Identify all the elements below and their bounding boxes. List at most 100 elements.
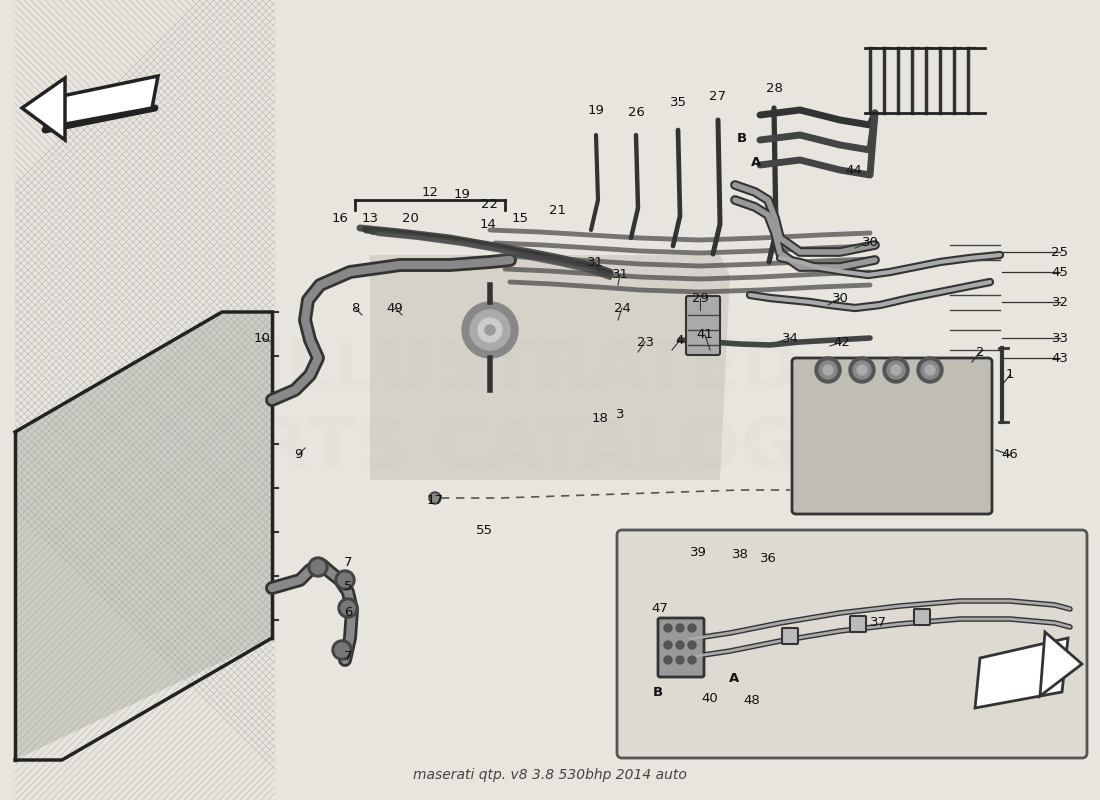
Text: 19: 19 — [587, 103, 604, 117]
Text: 48: 48 — [744, 694, 760, 706]
Text: 30: 30 — [832, 291, 848, 305]
Text: 21: 21 — [550, 203, 566, 217]
Circle shape — [485, 325, 495, 335]
Text: 7: 7 — [343, 650, 352, 663]
FancyBboxPatch shape — [782, 628, 797, 644]
Text: 17: 17 — [427, 494, 443, 506]
Circle shape — [462, 302, 518, 358]
Circle shape — [925, 365, 935, 375]
Text: 31: 31 — [586, 255, 604, 269]
Text: 6: 6 — [344, 606, 352, 618]
FancyBboxPatch shape — [914, 609, 929, 625]
Polygon shape — [15, 312, 272, 760]
FancyBboxPatch shape — [792, 358, 992, 514]
Circle shape — [857, 365, 867, 375]
Polygon shape — [370, 255, 730, 480]
Text: 12: 12 — [421, 186, 439, 198]
Circle shape — [820, 361, 837, 379]
Circle shape — [431, 494, 439, 502]
Text: 49: 49 — [386, 302, 404, 314]
Text: 32: 32 — [1052, 295, 1068, 309]
Polygon shape — [60, 76, 158, 125]
Circle shape — [341, 601, 355, 615]
Circle shape — [478, 318, 502, 342]
Text: 7: 7 — [343, 557, 352, 570]
Text: 24: 24 — [614, 302, 630, 314]
Text: 27: 27 — [710, 90, 726, 102]
Text: 13: 13 — [362, 211, 378, 225]
FancyBboxPatch shape — [686, 296, 720, 355]
Text: 9: 9 — [294, 449, 302, 462]
Circle shape — [921, 361, 939, 379]
Text: 43: 43 — [1052, 351, 1068, 365]
Circle shape — [338, 598, 358, 618]
Polygon shape — [975, 638, 1068, 708]
Text: 4: 4 — [675, 334, 684, 346]
Text: 5: 5 — [343, 581, 352, 594]
Text: 10: 10 — [254, 331, 271, 345]
Polygon shape — [22, 78, 65, 140]
Text: 18: 18 — [592, 411, 608, 425]
Text: 19: 19 — [453, 189, 471, 202]
Text: B: B — [653, 686, 663, 698]
Circle shape — [891, 365, 901, 375]
Circle shape — [852, 361, 871, 379]
Text: 3: 3 — [616, 409, 625, 422]
Text: 30: 30 — [861, 235, 879, 249]
Circle shape — [336, 643, 349, 657]
Text: 28: 28 — [766, 82, 782, 94]
Text: 2: 2 — [976, 346, 984, 358]
Text: 33: 33 — [1052, 331, 1068, 345]
Circle shape — [688, 624, 696, 632]
Circle shape — [676, 641, 684, 649]
FancyBboxPatch shape — [850, 616, 866, 632]
Circle shape — [676, 656, 684, 664]
Text: 34: 34 — [782, 331, 799, 345]
Text: 8: 8 — [351, 302, 360, 314]
Text: 35: 35 — [670, 95, 686, 109]
Circle shape — [338, 573, 352, 587]
Circle shape — [815, 357, 842, 383]
Circle shape — [308, 557, 328, 577]
Circle shape — [688, 641, 696, 649]
Circle shape — [823, 365, 833, 375]
Circle shape — [336, 570, 355, 590]
FancyBboxPatch shape — [658, 618, 704, 677]
Text: 1: 1 — [1005, 369, 1014, 382]
Text: A: A — [729, 671, 739, 685]
FancyBboxPatch shape — [617, 530, 1087, 758]
Text: 16: 16 — [331, 211, 349, 225]
Circle shape — [849, 357, 875, 383]
Text: maserati qtp. v8 3.8 530bhp 2014 auto: maserati qtp. v8 3.8 530bhp 2014 auto — [414, 768, 686, 782]
Text: 44: 44 — [846, 163, 862, 177]
Circle shape — [883, 357, 909, 383]
Text: 55: 55 — [475, 523, 493, 537]
Text: B: B — [737, 131, 747, 145]
Text: 47: 47 — [651, 602, 669, 614]
Text: 37: 37 — [869, 615, 887, 629]
Circle shape — [664, 624, 672, 632]
Circle shape — [688, 656, 696, 664]
Circle shape — [887, 361, 905, 379]
Text: 15: 15 — [512, 211, 528, 225]
Text: 22: 22 — [482, 198, 498, 211]
Text: 45: 45 — [1052, 266, 1068, 278]
Text: 14: 14 — [480, 218, 496, 231]
Text: ILLUSTRATED
PARTS CATALOGUE: ILLUSTRATED PARTS CATALOGUE — [152, 336, 908, 484]
Circle shape — [311, 560, 324, 574]
Circle shape — [429, 492, 441, 504]
Circle shape — [332, 640, 352, 660]
Circle shape — [917, 357, 943, 383]
Circle shape — [664, 656, 672, 664]
Text: 20: 20 — [402, 211, 418, 225]
Circle shape — [470, 310, 510, 350]
Text: 38: 38 — [732, 549, 748, 562]
Text: 26: 26 — [628, 106, 645, 118]
Text: 40: 40 — [702, 691, 718, 705]
Text: 39: 39 — [690, 546, 706, 558]
Text: 23: 23 — [637, 335, 653, 349]
Polygon shape — [1040, 632, 1082, 696]
Text: 25: 25 — [1052, 246, 1068, 258]
Text: 41: 41 — [696, 329, 714, 342]
Text: 42: 42 — [834, 335, 850, 349]
